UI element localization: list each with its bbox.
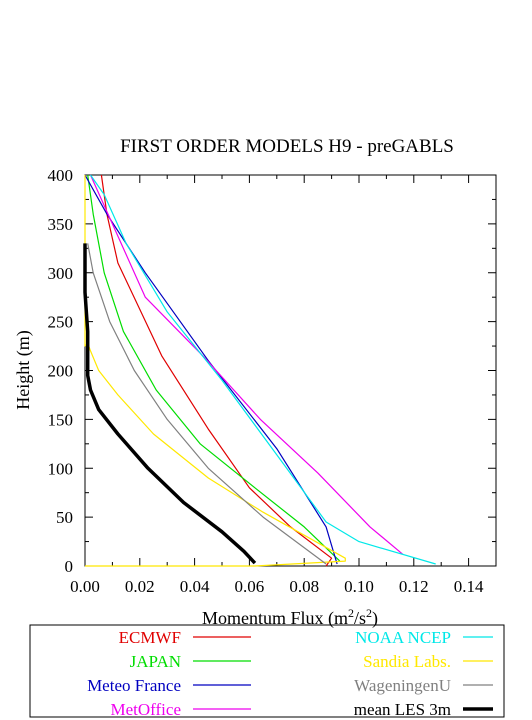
x-axis-ticks: 0.00 0.02 0.04 0.06 0.08 0.10 0.12 0.14	[70, 175, 484, 596]
series-layer	[83, 174, 436, 567]
plot-frame	[84, 174, 497, 567]
x-axis-label: Momentum Flux (m2/s2)	[202, 606, 378, 629]
y-axis-label: Height (m)	[13, 330, 34, 409]
series-line-ecmwf	[100, 174, 333, 567]
series-line-wageningenu	[87, 243, 327, 565]
x-tick-label: 0.10	[344, 577, 374, 596]
x-tick-label: 0.14	[454, 577, 484, 596]
y-tick-label: 150	[48, 410, 74, 429]
legend-label: WageningenU	[354, 676, 451, 695]
legend-label: ECMWF	[119, 628, 181, 647]
y-tick-label: 200	[48, 362, 74, 381]
series-line-japan	[87, 174, 341, 562]
legend-label: MetOffice	[111, 700, 182, 719]
chart-title: FIRST ORDER MODELS H9 - preGABLS	[120, 136, 454, 157]
legend-label: JAPAN	[130, 652, 181, 671]
x-tick-label: 0.00	[70, 577, 100, 596]
y-tick-label: 0	[65, 557, 74, 576]
legend-label: Sandia Labs.	[363, 652, 451, 671]
y-tick-label: 350	[48, 215, 74, 234]
series-line-metoffice	[89, 174, 404, 555]
series-line-mean-les-3m	[83, 243, 257, 565]
y-axis-ticks: 0 50 100 150 200 250 300 350 400	[48, 166, 496, 576]
x-tick-label: 0.08	[289, 577, 319, 596]
x-tick-label: 0.06	[235, 577, 265, 596]
legend-label: mean LES 3m	[354, 700, 451, 719]
y-tick-label: 250	[48, 313, 74, 332]
plot-area	[84, 174, 497, 567]
y-tick-label: 100	[48, 459, 74, 478]
x-tick-label: 0.02	[125, 577, 155, 596]
legend-label: NOAA NCEP	[355, 628, 451, 647]
series-line-meteo-france	[84, 174, 338, 565]
y-tick-label: 50	[56, 508, 73, 527]
series-line-noaa-ncep	[90, 174, 436, 565]
series-line-sandia-labs	[84, 175, 346, 567]
legend-box	[29, 624, 505, 718]
y-tick-label: 300	[48, 264, 74, 283]
legend: ECMWF JAPAN Meteo France MetOffice NOAA NCEP…	[87, 628, 493, 719]
x-tick-label: 0.04	[180, 577, 210, 596]
legend-label: Meteo France	[87, 676, 181, 695]
x-tick-label: 0.12	[399, 577, 429, 596]
y-tick-label: 400	[48, 166, 74, 185]
